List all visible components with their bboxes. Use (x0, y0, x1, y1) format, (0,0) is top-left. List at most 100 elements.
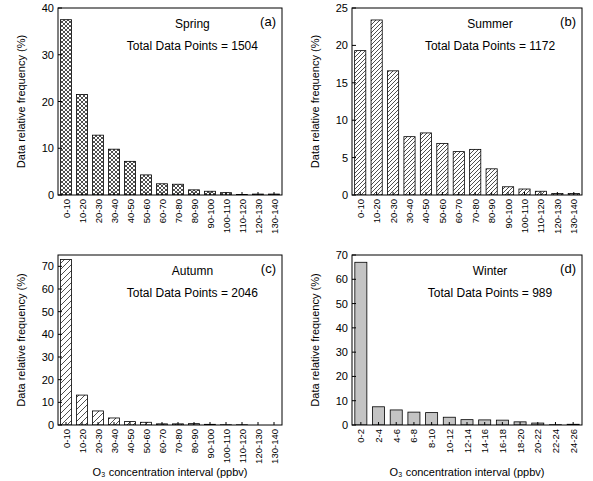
x-tick-label: 40-50 (420, 199, 431, 223)
y-tick-label: 60 (336, 273, 348, 285)
x-tick (520, 422, 521, 425)
y-tick-label: 40 (42, 2, 54, 14)
x-tick-label: 20-30 (93, 199, 104, 223)
x-tick-label: 120-130 (253, 199, 264, 234)
x-tick-label: 2-4 (373, 429, 384, 443)
x-tick (98, 422, 99, 425)
x-tick (130, 192, 131, 195)
x-tick-label: 20-22 (532, 429, 543, 453)
x-tick (467, 422, 468, 425)
bar (443, 417, 455, 425)
y-axis-label: Data relative frequency (%) (309, 35, 321, 168)
x-tick (242, 192, 243, 195)
x-tick-label: 10-20 (77, 429, 88, 453)
x-tick-label: 18-20 (515, 429, 526, 453)
y-tick-label: 30 (336, 346, 348, 358)
bar (189, 190, 200, 195)
x-tick (502, 422, 503, 425)
y-axis-label: Data relative frequency (%) (15, 273, 27, 406)
panel-label: (d) (560, 261, 576, 276)
x-tick-label: 24-26 (568, 429, 579, 453)
title: Winter (473, 264, 508, 278)
x-tick-label: 30-40 (109, 429, 120, 453)
y-tick-label: 0 (48, 189, 54, 201)
y-tick-label: 10 (336, 395, 348, 407)
bar (141, 175, 152, 195)
y-tick (352, 425, 356, 426)
bar (437, 143, 448, 195)
x-tick (66, 192, 67, 195)
x-tick-label: 12-14 (462, 429, 473, 453)
y-tick-label: 0 (342, 419, 348, 431)
bars (355, 20, 580, 195)
x-tick (442, 192, 443, 195)
x-tick-label: 22-24 (550, 429, 561, 453)
y-tick (58, 101, 62, 102)
x-tick-label: 0-10 (61, 429, 72, 448)
x-tick (573, 422, 574, 425)
subtitle: Total Data Points = 1504 (127, 39, 258, 53)
y-tick-label: 10 (42, 142, 54, 154)
x-tick-label: 0-10 (355, 199, 366, 218)
panel: 0102030405060700-1010-2020-3030-4040-505… (15, 255, 282, 478)
y-tick-label: 20 (336, 370, 348, 382)
plot-frame (352, 8, 582, 195)
subtitle: Total Data Points = 989 (428, 286, 553, 300)
panel: 0102030400-1010-2020-3030-4040-5050-6060… (15, 2, 282, 234)
x-tick-label: 70-80 (173, 429, 184, 453)
y-tick (58, 266, 62, 267)
panel-label: (c) (261, 261, 276, 276)
figure: 0102030400-1010-2020-3030-4040-5050-6060… (0, 0, 593, 481)
x-tick (98, 192, 99, 195)
bar (387, 71, 398, 195)
x-tick (226, 192, 227, 195)
x-tick (491, 192, 492, 195)
x-tick-label: 130-140 (269, 199, 280, 234)
x-tick (82, 422, 83, 425)
bar (109, 149, 120, 195)
x-tick (82, 192, 83, 195)
bar (109, 418, 120, 425)
x-tick (540, 192, 541, 195)
x-tick (573, 192, 574, 195)
y-tick-label: 70 (336, 249, 348, 261)
x-tick (114, 192, 115, 195)
x-tick-label: 0-10 (61, 199, 72, 218)
bar (420, 133, 431, 195)
x-tick (226, 422, 227, 425)
x-tick (409, 192, 410, 195)
x-tick (114, 422, 115, 425)
x-tick-label: 40-50 (125, 199, 136, 223)
x-axis-label: O₃ concentration interval (ppbv) (390, 466, 545, 478)
bar (461, 420, 473, 425)
x-tick (66, 422, 67, 425)
y-axis-label: Data relative frequency (%) (309, 273, 321, 406)
y-tick (58, 357, 62, 358)
bar (61, 260, 72, 425)
x-tick-label: 110-120 (237, 199, 248, 233)
x-tick (194, 192, 195, 195)
y-tick (352, 376, 356, 377)
y-tick (352, 352, 356, 353)
title: Summer (467, 17, 512, 31)
bar (426, 413, 438, 425)
x-tick-label: 0-2 (355, 429, 366, 443)
y-tick (352, 400, 356, 401)
y-tick-label: 20 (336, 39, 348, 51)
plot-frame (58, 255, 282, 425)
x-tick-label: 70-80 (470, 199, 481, 223)
y-tick (352, 195, 356, 196)
y-tick (58, 8, 62, 9)
y-tick-label: 20 (42, 374, 54, 386)
y-tick-label: 10 (336, 114, 348, 126)
bars (61, 20, 280, 195)
x-tick (555, 422, 556, 425)
x-tick (413, 422, 414, 425)
x-tick (178, 192, 179, 195)
panel: 0102030405060700-22-44-66-88-1010-1212-1… (309, 249, 582, 478)
x-tick (162, 422, 163, 425)
x-tick-label: 40-50 (125, 429, 136, 453)
y-tick (58, 402, 62, 403)
x-tick (537, 422, 538, 425)
y-tick (58, 334, 62, 335)
